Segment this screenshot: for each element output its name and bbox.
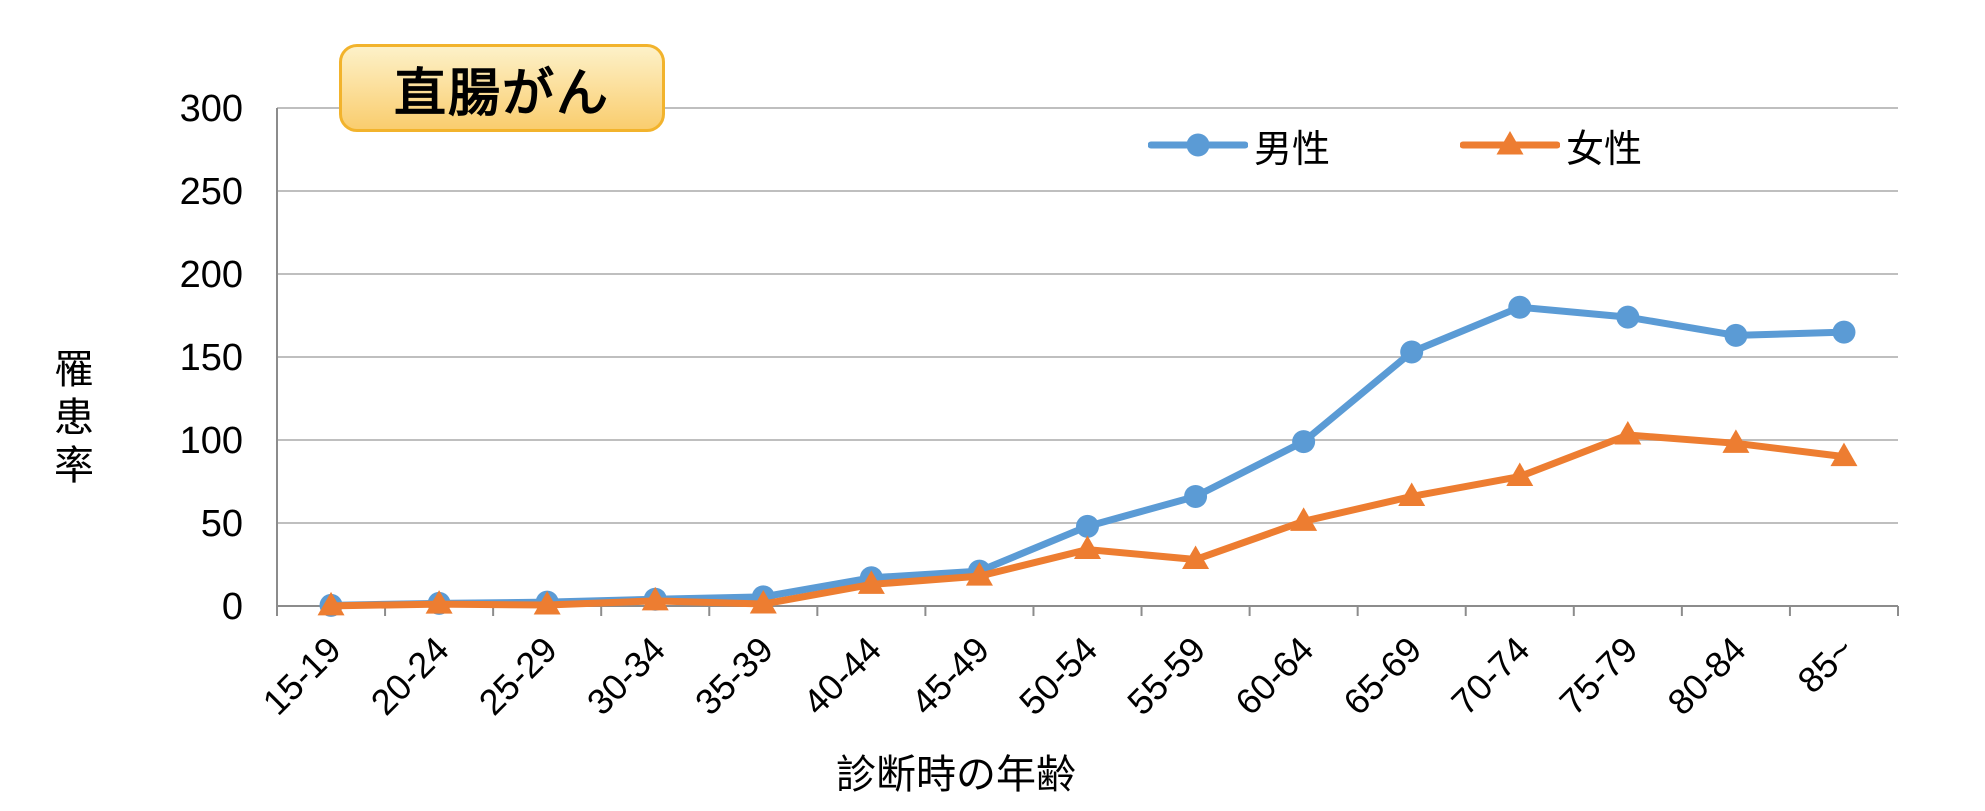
male-data-point-marker (1292, 430, 1316, 454)
female-data-point-marker (965, 562, 993, 586)
x-tick-label: 80-84 (1659, 629, 1753, 723)
legend-label-female: 女性 (1566, 128, 1643, 171)
x-tick-label: 65-69 (1335, 629, 1429, 723)
legend-item-female: 女性 (1460, 122, 1642, 171)
x-axis-title: 診断時の年齢 (836, 753, 1076, 797)
x-tick-label: 45-49 (903, 629, 997, 723)
male-data-point-marker (1076, 514, 1099, 538)
female-data-point-marker (1182, 545, 1210, 570)
female-data-point-marker (1398, 482, 1426, 506)
female-data-point-marker (1506, 462, 1534, 487)
male-data-point-marker (1400, 340, 1424, 364)
x-tick-label: 75-79 (1551, 629, 1645, 723)
female-data-point-marker (1614, 421, 1642, 445)
male-series-line (327, 303, 1848, 609)
male-line-circle-marker-icon (1148, 133, 1248, 157)
female-data-point-marker (1722, 429, 1750, 453)
chart-title: 直腸がん (393, 64, 610, 123)
x-tick-label: 35-39 (687, 629, 781, 723)
legend-label-male: 男性 (1254, 128, 1331, 171)
y-tick-label: 0 (222, 586, 243, 628)
female-data-point-marker (1074, 535, 1101, 560)
x-tick-label: 50-54 (1011, 629, 1105, 723)
female-data-point-marker (749, 590, 777, 614)
male-data-point-marker (1832, 320, 1856, 344)
y-tick-label: 300 (180, 88, 243, 130)
x-tick-label: 55-59 (1119, 629, 1213, 723)
y-axis-title: 罹患率 (48, 348, 92, 492)
female-data-point-marker (641, 586, 669, 611)
x-tick-label: 20-24 (363, 629, 457, 723)
x-tick-label: 15-19 (255, 629, 349, 723)
chart-title-badge: 直腸がん (339, 44, 665, 132)
female-data-point-marker (533, 591, 561, 615)
x-tick-label: 25-29 (471, 629, 565, 723)
y-tick-label: 250 (180, 171, 243, 213)
x-tick-label: 60-64 (1227, 629, 1321, 723)
y-tick-label: 150 (180, 337, 243, 379)
x-tick-label: 30-34 (579, 629, 673, 723)
x-tick-label: 70-74 (1443, 629, 1537, 723)
female-data-point-marker (317, 591, 345, 616)
y-tick-label: 200 (180, 254, 243, 296)
female-data-point-marker (425, 590, 453, 614)
male-data-point-marker (1616, 305, 1640, 329)
female-data-point-marker (1290, 507, 1318, 531)
female-line-triangle-marker-icon (1460, 131, 1560, 155)
x-tick-label: 40-44 (795, 629, 889, 723)
y-tick-label: 100 (180, 420, 243, 462)
female-data-point-marker (857, 570, 885, 594)
male-data-point-marker (1508, 295, 1532, 319)
female-data-point-marker (1830, 442, 1858, 467)
male-data-point-marker (1724, 323, 1748, 347)
male-data-point-marker (1184, 484, 1208, 508)
legend-item-male: 男性 (1148, 122, 1330, 171)
y-tick-label: 50 (201, 503, 243, 545)
x-tick-label: 85~ (1789, 629, 1861, 701)
